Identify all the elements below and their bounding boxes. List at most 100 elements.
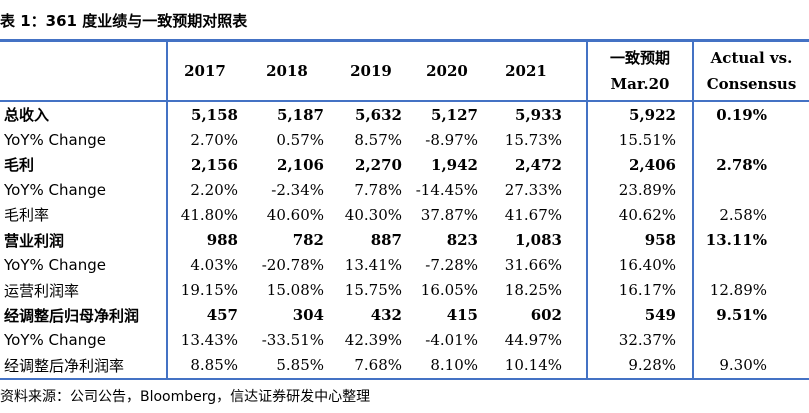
- cell-2019: 2,270: [355, 155, 402, 174]
- cell-consensus: 549: [644, 306, 676, 325]
- cell-2018: 5.85%: [276, 356, 324, 375]
- cell-consensus: 15.51%: [618, 130, 676, 149]
- cell-consensus: 16.17%: [618, 281, 676, 300]
- cell-actual-vs-consensus: 2.78%: [716, 155, 767, 174]
- table-row: YoY% Change 2.20% -2.34% 7.78% -14.45% 27.33%…: [0, 177, 809, 202]
- column-divider: [166, 42, 168, 378]
- cell-2020: -4.01%: [425, 331, 478, 350]
- cell-2020: 415: [446, 306, 478, 325]
- cell-consensus: 40.62%: [618, 205, 676, 224]
- cell-2021: 1,083: [515, 231, 562, 250]
- cell-2019: 15.75%: [344, 281, 402, 300]
- cell-2017: 2.20%: [190, 180, 238, 199]
- cell-2017: 2,156: [191, 155, 238, 174]
- table-row: 毛利 2,156 2,106 2,270 1,942 2,472 2,406 2.78%: [0, 152, 809, 177]
- cell-actual-vs-consensus: [694, 127, 809, 152]
- cell-2021: 41.67%: [504, 205, 562, 224]
- row-label: 营业利润: [4, 231, 65, 250]
- row-label: YoY% Change: [4, 130, 106, 149]
- row-label: 经调整后归母净利润: [4, 306, 140, 325]
- cell-actual-vs-consensus: 13.11%: [705, 231, 767, 250]
- cell-consensus: 32.37%: [618, 331, 676, 350]
- header-actual-vs-consensus: Actual vs. Consensus: [694, 42, 809, 100]
- data-table: 总收入 5,158 5,187 5,632 5,127 5,933 5,922 0.19% Yo…: [0, 102, 809, 378]
- cell-2018: 40.60%: [266, 205, 324, 224]
- cell-2020: 5,127: [431, 105, 478, 124]
- cell-actual-vs-consensus: 12.89%: [709, 281, 767, 300]
- row-label: 总收入: [4, 106, 50, 125]
- cell-2019: 8.57%: [354, 130, 402, 149]
- header-year-2020: 2020: [426, 62, 468, 80]
- cell-2021: 31.66%: [504, 256, 562, 275]
- column-divider: [586, 42, 588, 378]
- cell-2018: 5,187: [277, 105, 324, 124]
- cell-2021: 18.25%: [504, 281, 562, 300]
- cell-2017: 988: [206, 231, 238, 250]
- cell-consensus: 5,922: [629, 105, 676, 124]
- cell-consensus: 16.40%: [618, 256, 676, 275]
- table-row: 经调整后净利润率 8.85% 5.85% 7.68% 8.10% 10.14% 9.28% 9…: [0, 353, 809, 378]
- cell-2018: -2.34%: [271, 180, 324, 199]
- cell-2018: 782: [292, 231, 324, 250]
- cell-2018: 304: [292, 306, 324, 325]
- header-actual-line1: Actual vs.: [710, 49, 793, 67]
- cell-2017: 2.70%: [190, 130, 238, 149]
- cell-consensus: 2,406: [629, 155, 676, 174]
- cell-actual-vs-consensus: [694, 177, 809, 202]
- row-label: 经调整后净利润率: [4, 356, 125, 375]
- cell-2020: 8.10%: [430, 356, 478, 375]
- cell-2021: 2,472: [515, 155, 562, 174]
- cell-2018: -20.78%: [261, 256, 324, 275]
- header-rule: [0, 100, 809, 102]
- table-row: 营业利润 988 782 887 823 1,083 958 13.11%: [0, 227, 809, 252]
- cell-2021: 15.73%: [504, 130, 562, 149]
- cell-2017: 5,158: [191, 105, 238, 124]
- cell-2019: 5,632: [355, 105, 402, 124]
- cell-2019: 40.30%: [344, 205, 402, 224]
- cell-2020: 16.05%: [420, 281, 478, 300]
- cell-2018: 15.08%: [266, 281, 324, 300]
- header-consensus: 一致预期 Mar.20: [588, 42, 692, 100]
- cell-2017: 13.43%: [180, 331, 238, 350]
- cell-2020: -8.97%: [425, 130, 478, 149]
- bottom-rule: [0, 378, 809, 380]
- header-consensus-label: 一致预期: [609, 49, 670, 67]
- row-label: YoY% Change: [4, 180, 106, 199]
- row-label: YoY% Change: [4, 256, 106, 275]
- cell-2017: 457: [206, 306, 238, 325]
- cell-2021: 602: [530, 306, 562, 325]
- cell-actual-vs-consensus: 9.30%: [719, 356, 767, 375]
- row-label: 毛利率: [4, 206, 50, 225]
- row-label: 运营利润率: [4, 281, 80, 300]
- cell-consensus: 9.28%: [628, 356, 676, 375]
- cell-2020: -14.45%: [415, 180, 478, 199]
- table-row: 毛利率 41.80% 40.60% 40.30% 37.87% 41.67% 40.62% 2…: [0, 202, 809, 227]
- cell-2019: 7.78%: [354, 180, 402, 199]
- column-divider: [692, 42, 694, 378]
- cell-2021: 27.33%: [504, 180, 562, 199]
- cell-actual-vs-consensus: 9.51%: [716, 306, 767, 325]
- cell-2017: 8.85%: [190, 356, 238, 375]
- table-row: 总收入 5,158 5,187 5,632 5,127 5,933 5,922 0.19%: [0, 102, 809, 127]
- table-row: 运营利润率 19.15% 15.08% 15.75% 16.05% 18.25% 16.17…: [0, 278, 809, 303]
- cell-2020: 37.87%: [420, 205, 478, 224]
- cell-consensus: 23.89%: [618, 180, 676, 199]
- cell-2019: 432: [370, 306, 402, 325]
- cell-2017: 4.03%: [190, 256, 238, 275]
- cell-consensus: 958: [644, 231, 676, 250]
- cell-2019: 7.68%: [354, 356, 402, 375]
- table-row: YoY% Change 2.70% 0.57% 8.57% -8.97% 15.73% 15…: [0, 127, 809, 152]
- row-label: YoY% Change: [4, 331, 106, 350]
- cell-2021: 10.14%: [504, 356, 562, 375]
- header-year-2017: 2017: [184, 62, 226, 80]
- source-note: 资料来源：公司公告，Bloomberg，信达证券研发中心整理: [0, 389, 371, 405]
- cell-2021: 5,933: [515, 105, 562, 124]
- table-row: YoY% Change 13.43% -33.51% 42.39% -4.01% 44.9…: [0, 328, 809, 353]
- cell-2021: 44.97%: [504, 331, 562, 350]
- table-row: 经调整后归母净利润 457 304 432 415 602 549 9.51%: [0, 303, 809, 328]
- cell-2018: 0.57%: [276, 130, 324, 149]
- header-year-2021: 2021: [505, 62, 547, 80]
- header-year-2019: 2019: [350, 62, 392, 80]
- header-actual-line2: Consensus: [706, 75, 797, 93]
- cell-2019: 887: [370, 231, 402, 250]
